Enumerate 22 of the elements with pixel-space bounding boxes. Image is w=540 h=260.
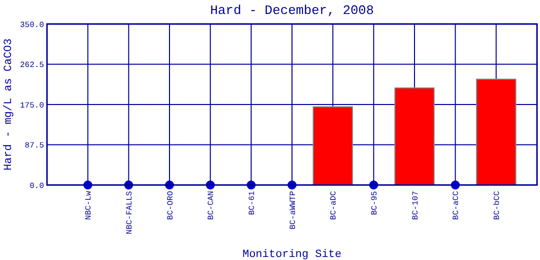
chart-title: Hard - December, 2008 — [210, 3, 374, 18]
y-axis-title: Hard - mg/L as CaCO3 — [3, 38, 15, 171]
y-tick-label: 175.0 — [20, 101, 44, 110]
x-tick-label: NBC-FALLS — [125, 190, 134, 234]
x-tick-label: BC-61 — [248, 190, 257, 216]
bar — [476, 78, 516, 186]
x-tick-label: BC-aDC — [330, 190, 339, 220]
x-tick-label: BC-95 — [370, 190, 380, 216]
x-tick-label: BC-aWWTP — [288, 190, 298, 230]
y-tick-label: 0.0 — [30, 182, 44, 191]
x-tick-label: BC-107 — [411, 190, 420, 220]
bar — [394, 87, 435, 186]
x-tick-label: BC-CAN — [207, 190, 216, 220]
x-tick-label: NBC-Lw — [84, 190, 94, 220]
x-tick-label: BC-ORO — [166, 190, 176, 220]
y-tick-label: 262.5 — [20, 61, 44, 70]
x-axis-title: Monitoring Site — [242, 249, 342, 260]
bar — [312, 106, 353, 186]
y-tick-label: 87.5 — [24, 142, 44, 151]
y-tick-label: 350.0 — [20, 20, 44, 30]
x-tick-label: BC-aCC — [452, 190, 462, 220]
x-tick-label: BC-bCC — [492, 190, 502, 220]
